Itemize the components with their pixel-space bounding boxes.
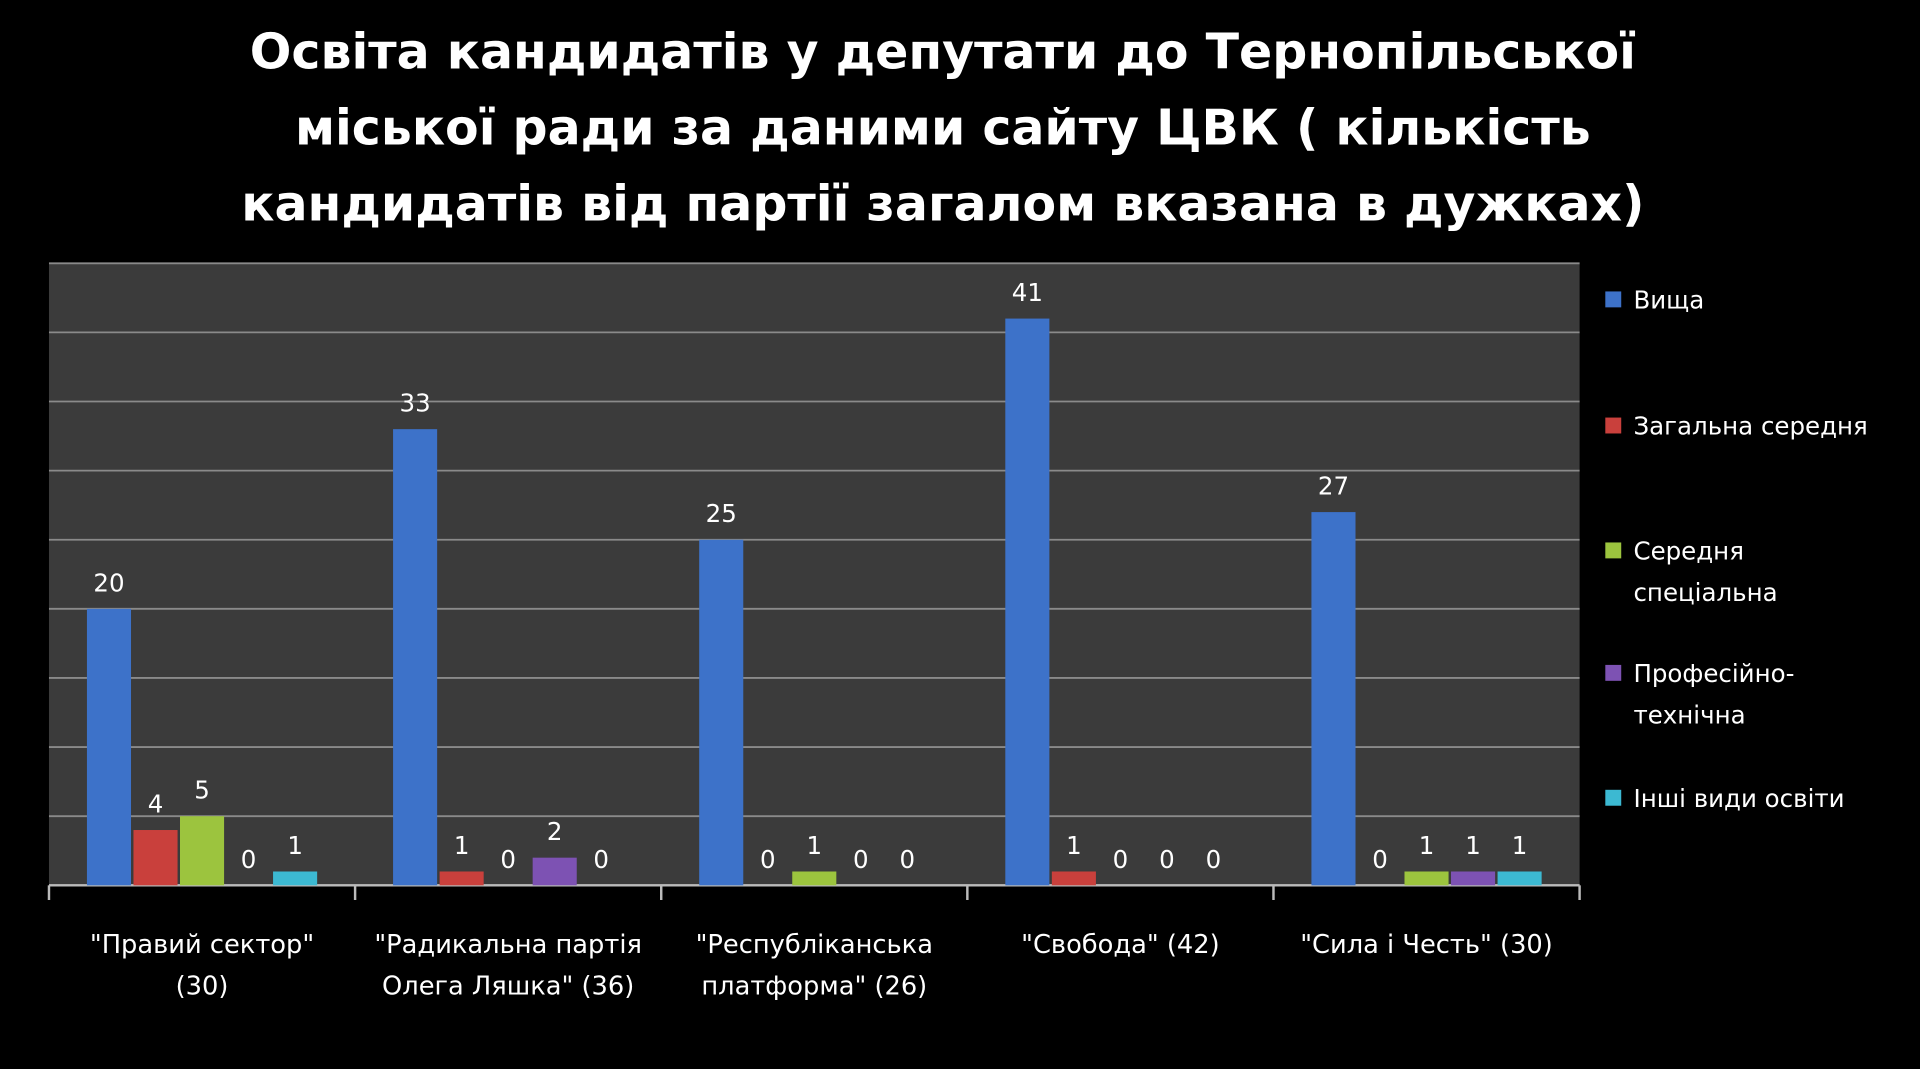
value-label: 41: [1012, 278, 1043, 307]
value-label: 1: [287, 831, 303, 860]
value-label: 5: [194, 776, 210, 805]
x-tick-label: "Республіканська: [696, 930, 933, 960]
bar: [1497, 871, 1542, 886]
title-box: Освіта кандидатів у депутати до Тернопіл…: [241, 24, 1645, 233]
legend-swatch: [1605, 291, 1622, 308]
x-tick-label: "Свобода" (42): [1021, 930, 1220, 960]
value-label: 0: [593, 845, 609, 874]
value-label: 0: [500, 845, 516, 874]
legend-entry: Вища: [1633, 285, 1705, 315]
legend-swatch: [1605, 789, 1622, 806]
x-tick-label: Олега Ляшка" (36): [382, 971, 634, 1001]
legend-entry: Професійно-технічна: [1633, 658, 1795, 730]
bar: [1051, 871, 1096, 886]
value-label: 25: [706, 499, 737, 528]
value-label: 0: [1113, 845, 1129, 874]
bar: [1005, 318, 1050, 886]
value-label: 1: [1465, 831, 1481, 860]
x-tick-label: платформа" (26): [701, 971, 927, 1001]
bar: [1404, 871, 1449, 886]
value-label: 1: [454, 831, 470, 860]
value-label: 1: [806, 831, 822, 860]
bar: [180, 816, 225, 886]
bar: [1311, 512, 1356, 886]
bar: [86, 608, 132, 886]
value-label: 0: [853, 845, 869, 874]
x-tick-label: "Сила і Честь" (30): [1300, 930, 1553, 960]
value-label: 1: [1512, 831, 1528, 860]
bar: [273, 871, 318, 886]
bar: [699, 539, 744, 886]
x-tick-label: (30): [176, 971, 229, 1001]
value-label: 27: [1318, 472, 1349, 501]
value-label: 4: [148, 790, 164, 819]
bar: [439, 871, 484, 886]
value-label: 0: [760, 845, 776, 874]
value-label: 20: [93, 568, 124, 597]
bar: [532, 857, 577, 886]
legend-label: Загальна середня: [1633, 411, 1868, 441]
legend-label: Середня спеціальна: [1633, 536, 1778, 608]
value-label: 0: [1159, 845, 1175, 874]
value-label: 0: [1372, 845, 1388, 874]
x-tick-label: "Радикальна партія: [374, 930, 642, 960]
bar: [1451, 871, 1496, 886]
legend-swatch: [1605, 417, 1622, 434]
legend-swatch: [1605, 664, 1622, 681]
value-label: 0: [900, 845, 916, 874]
legend-entry: Інші види освіти: [1633, 783, 1845, 814]
bar: [393, 429, 438, 886]
value-label: 1: [1066, 831, 1082, 860]
value-label: 2: [547, 817, 563, 846]
legend-entry: Середня спеціальна: [1633, 536, 1778, 608]
value-label: 1: [1419, 831, 1435, 860]
value-label: 0: [1206, 845, 1222, 874]
legend-entry: Загальна середня: [1633, 411, 1868, 441]
legend-swatch: [1605, 542, 1622, 559]
legend-label: Вища: [1633, 285, 1705, 315]
value-label: 0: [241, 845, 257, 874]
bar: [133, 830, 178, 886]
x-tick-label: "Правий сектор": [90, 930, 314, 960]
chart-title: Освіта кандидатів у депутати до Тернопіл…: [241, 24, 1645, 233]
bar: [792, 871, 837, 886]
legend-label: Професійно-технічна: [1633, 658, 1795, 730]
value-label: 33: [400, 389, 431, 418]
legend-label: Інші види освіти: [1633, 783, 1845, 814]
